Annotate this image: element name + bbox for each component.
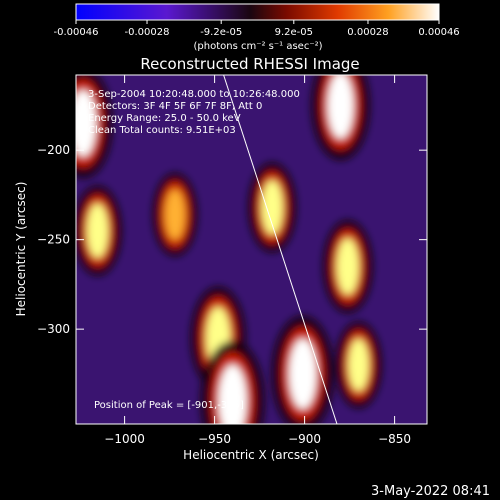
annotation-counts: Clean Total counts: 9.51E+03 (88, 125, 236, 136)
y-tick-label: −300 (37, 322, 70, 336)
heat-source-core (327, 75, 354, 139)
annotation-detectors: Detectors: 3F 4F 5F 6F 7F 8F, Att 0 (88, 101, 262, 112)
x-tick-label: −850 (378, 432, 411, 446)
colorbar: -0.00046 -0.00028 -9.2e-05 9.2e-05 0.00028 0.… (54, 3, 460, 52)
colorbar-ticks: -0.00046 -0.00028 -9.2e-05 9.2e-05 0.00028 0.… (54, 20, 460, 38)
heat-source-core (348, 338, 369, 392)
heat-source-core (289, 338, 317, 409)
y-tick-label: −200 (37, 143, 70, 157)
y-tick-label: −250 (37, 233, 70, 247)
colorbar-tick-label: 0.00046 (418, 27, 459, 38)
colorbar-tick-label: 9.2e-05 (275, 27, 313, 38)
colorbar-tick-label: -9.2e-05 (200, 27, 242, 38)
annotation-time: 3-Sep-2004 10:20:48.000 to 10:26:48.000 (88, 89, 300, 100)
heat-source-core (218, 364, 247, 424)
colorbar-tick-label: -0.00046 (54, 27, 99, 38)
annotation-energy: Energy Range: 25.0 - 50.0 keV (88, 113, 241, 124)
colorbar-tick-label: 0.00028 (347, 27, 388, 38)
footer-timestamp: 3-May-2022 08:41 (371, 484, 490, 499)
y-axis-label: Heliocentric Y (arcsec) (14, 182, 28, 317)
colorbar-tick-label: -0.00028 (125, 27, 170, 38)
peak-position-label: Position of Peak = [-901,-325] (94, 400, 244, 411)
x-axis: −1000 −950 −900 −850 (104, 75, 411, 446)
x-tick-label: −1000 (104, 432, 145, 446)
colorbar-gradient (75, 3, 440, 21)
heat-source-core (261, 180, 283, 235)
plot-frame (75, 74, 428, 425)
solar-limb-line (223, 75, 338, 424)
x-axis-label: Heliocentric X (arcsec) (183, 448, 319, 462)
heat-source-core (76, 90, 97, 157)
plot-annotations: 3-Sep-2004 10:20:48.000 to 10:26:48.000 … (88, 89, 300, 411)
colorbar-unit-label: (photons cm⁻² s⁻¹ asec⁻²) (193, 41, 322, 52)
heat-source-core (165, 189, 185, 240)
heatmap-image (76, 75, 427, 424)
plot-title: Reconstructed RHESSI Image (140, 55, 359, 73)
heat-source-core (336, 238, 359, 295)
y-axis: −200 −250 −300 (37, 143, 427, 336)
heat-source-core (87, 203, 109, 258)
x-tick-label: −900 (288, 432, 321, 446)
heatmap-sources (76, 75, 382, 424)
x-tick-label: −950 (198, 432, 231, 446)
